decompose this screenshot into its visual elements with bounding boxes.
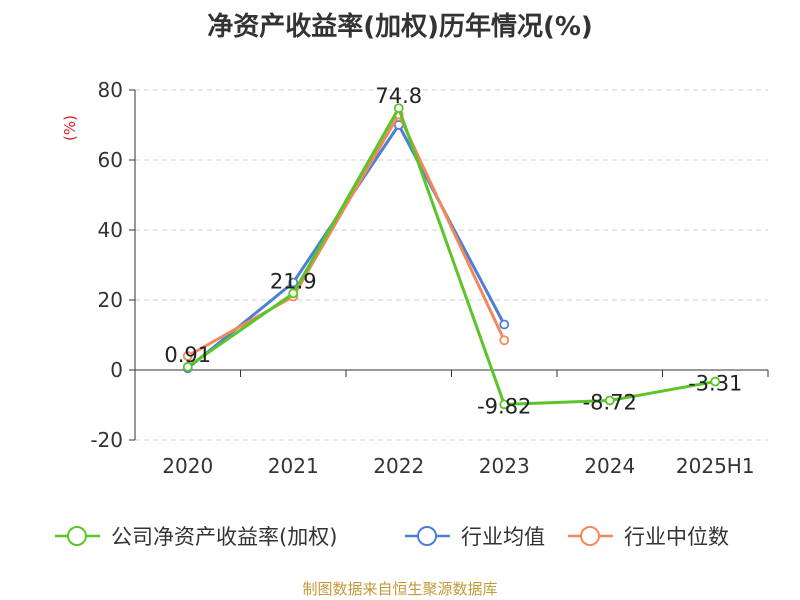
grid-lines bbox=[135, 89, 768, 441]
series-line bbox=[186, 123, 506, 370]
data-point bbox=[288, 288, 299, 299]
data-point bbox=[604, 395, 615, 406]
data-label: -9.82 bbox=[477, 394, 531, 418]
data-label: 0.91 bbox=[164, 343, 211, 367]
x-tick-label: 2020 bbox=[162, 454, 213, 478]
series-line bbox=[187, 113, 506, 358]
data-point bbox=[288, 277, 299, 288]
x-tick-label: 2022 bbox=[373, 454, 424, 478]
data-label: -3.31 bbox=[688, 372, 742, 396]
data-label: 74.8 bbox=[375, 84, 422, 108]
x-tick-label: 2025H1 bbox=[676, 454, 755, 478]
data-point bbox=[393, 103, 404, 114]
data-point bbox=[182, 361, 193, 372]
data-point bbox=[499, 335, 510, 346]
y-tick-label: 40 bbox=[98, 218, 123, 242]
data-point bbox=[499, 319, 510, 330]
data-label: 21.9 bbox=[270, 269, 317, 293]
legend-marker bbox=[417, 526, 437, 546]
y-tick-label: 80 bbox=[98, 78, 123, 102]
y-tick-label: 20 bbox=[98, 288, 123, 312]
y-tick-label: 60 bbox=[98, 148, 123, 172]
data-label: -8.72 bbox=[583, 391, 637, 415]
data-point bbox=[182, 351, 193, 361]
legend-marker bbox=[67, 526, 87, 546]
series-lines bbox=[182, 103, 721, 410]
legend: 公司净资产收益率(加权) 行业均值 行业中位数 bbox=[55, 525, 729, 549]
legend-label: 公司净资产收益率(加权) bbox=[111, 525, 337, 549]
data-point bbox=[710, 376, 721, 387]
x-tick-label: 2023 bbox=[479, 454, 530, 478]
x-tick-label: 2024 bbox=[584, 454, 635, 478]
series-line bbox=[186, 106, 716, 406]
x-tick-label: 2021 bbox=[268, 454, 319, 478]
data-point bbox=[499, 399, 510, 410]
y-tick-label: -20 bbox=[90, 428, 123, 452]
y-axis-label: (%) bbox=[61, 115, 79, 141]
y-tick-label: 0 bbox=[110, 358, 123, 382]
legend-marker bbox=[580, 526, 600, 546]
axes: -20 0 20 40 60 80 (%) 2020 2021 2022 2023 2024 2025H… bbox=[61, 78, 769, 478]
source-note: 制图数据来自恒生聚源数据库 bbox=[302, 580, 498, 598]
legend-label: 行业均值 bbox=[461, 525, 545, 549]
data-labels: 0.91 21.9 74.8 -9.82 -8.72 -3.31 bbox=[164, 84, 742, 418]
chart-title: 净资产收益率(加权)历年情况(%) bbox=[207, 12, 593, 42]
legend-label: 行业中位数 bbox=[624, 525, 729, 549]
